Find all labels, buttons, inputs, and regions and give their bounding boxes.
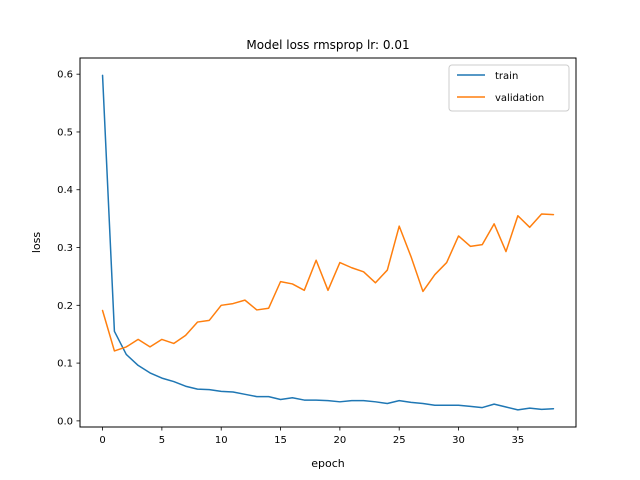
- series-line-validation: [101, 213, 555, 352]
- x-tick-label: 20: [333, 435, 346, 446]
- legend-box: [448, 64, 570, 112]
- legend: train validation: [448, 64, 570, 112]
- x-tick-label: 15: [274, 435, 287, 446]
- series-line-train: [101, 74, 555, 411]
- y-tick-label: 0.5: [57, 127, 73, 138]
- legend-label-train: train: [495, 71, 518, 82]
- x-axis-label: epoch: [311, 457, 345, 470]
- y-tick-label: 0.1: [57, 359, 73, 370]
- plot-area-frame: [79, 57, 577, 428]
- x-axis: 0 5 10 15 20 25 30 35: [99, 427, 524, 446]
- x-tick-label: 10: [215, 435, 228, 446]
- y-axis-label: loss: [30, 232, 43, 254]
- y-tick-label: 0.2: [57, 301, 73, 312]
- chart-title: Model loss rmsprop lr: 0.01: [246, 38, 409, 52]
- y-tick-label: 0.0: [57, 416, 73, 427]
- y-axis: 0.0 0.1 0.2 0.3 0.4 0.5 0.6: [57, 70, 80, 427]
- x-tick-label: 35: [511, 435, 524, 446]
- x-tick-label: 5: [159, 435, 165, 446]
- legend-label-validation: validation: [495, 93, 544, 104]
- x-tick-label: 30: [452, 435, 465, 446]
- y-tick-label: 0.4: [57, 185, 73, 196]
- x-tick-label: 25: [393, 435, 406, 446]
- y-tick-label: 0.6: [57, 70, 73, 81]
- y-tick-label: 0.3: [57, 243, 73, 254]
- x-tick-label: 0: [99, 435, 105, 446]
